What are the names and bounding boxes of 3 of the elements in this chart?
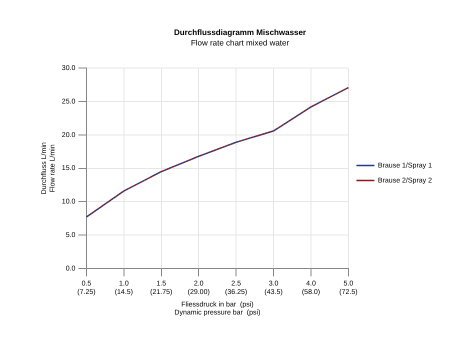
line-series	[86, 86, 350, 218]
chart-title: Durchflussdiagramm Mischwasser	[174, 28, 306, 38]
chart-subtitle: Flow rate chart mixed water	[190, 38, 290, 48]
